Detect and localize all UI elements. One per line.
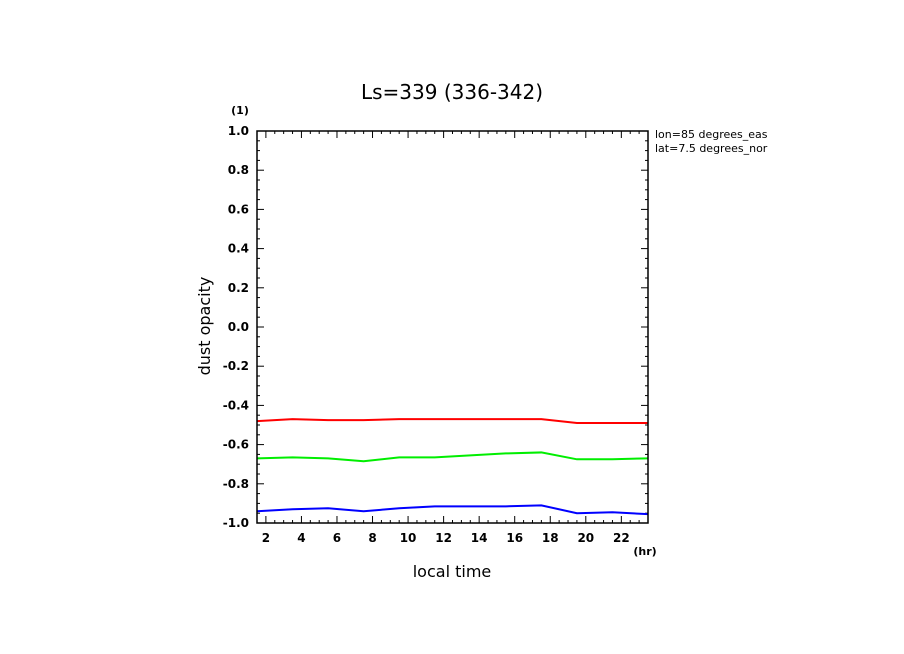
plot-frame	[256, 130, 649, 524]
y-tick-label: 1.0	[228, 124, 249, 138]
x-tick-label: 6	[333, 531, 341, 545]
data-series	[256, 418, 649, 516]
x-tick-label: 20	[577, 531, 594, 545]
series-line-green	[256, 451, 649, 463]
x-tick-label: 18	[542, 531, 559, 545]
y-axis-title: dust opacity	[195, 277, 214, 376]
x-tick-label: 10	[400, 531, 417, 545]
series-line-blue	[256, 504, 649, 516]
y-tick-label: -0.4	[223, 398, 249, 412]
y-tick-label: 0.4	[228, 242, 249, 256]
y-tick-label: 0.6	[228, 202, 249, 216]
annotation-lat: lat=7.5 degrees_nor	[655, 142, 768, 155]
x-tick-label: 8	[368, 531, 376, 545]
series-line-red	[256, 418, 648, 425]
y-unit-label: (1)	[231, 104, 249, 117]
axis-ticks	[257, 130, 649, 524]
x-tick-label: 4	[297, 531, 305, 545]
annotation-lon: lon=85 degrees_eas	[655, 128, 768, 141]
y-tick-label: -0.6	[223, 438, 249, 452]
x-unit-label: (hr)	[633, 545, 656, 558]
tick-labels: -1.0 -0.8 -0.6 -0.4 -0.2 0.0 0.2 0.4 0.6 0.8 1.0 2 4…	[223, 124, 630, 545]
y-tick-label: -1.0	[223, 516, 249, 530]
x-axis-title: local time	[413, 562, 492, 581]
x-tick-label: 2	[262, 531, 270, 545]
y-tick-label: 0.0	[228, 320, 249, 334]
x-tick-label: 14	[471, 531, 488, 545]
x-tick-label: 12	[435, 531, 452, 545]
y-tick-label: 0.8	[228, 163, 249, 177]
y-tick-label: -0.8	[223, 477, 249, 491]
chart-title: Ls=339 (336-342)	[361, 80, 543, 104]
y-tick-label: 0.2	[228, 281, 249, 295]
y-tick-label: -0.2	[223, 359, 249, 373]
x-tick-label: 16	[506, 531, 523, 545]
x-tick-label: 22	[613, 531, 630, 545]
